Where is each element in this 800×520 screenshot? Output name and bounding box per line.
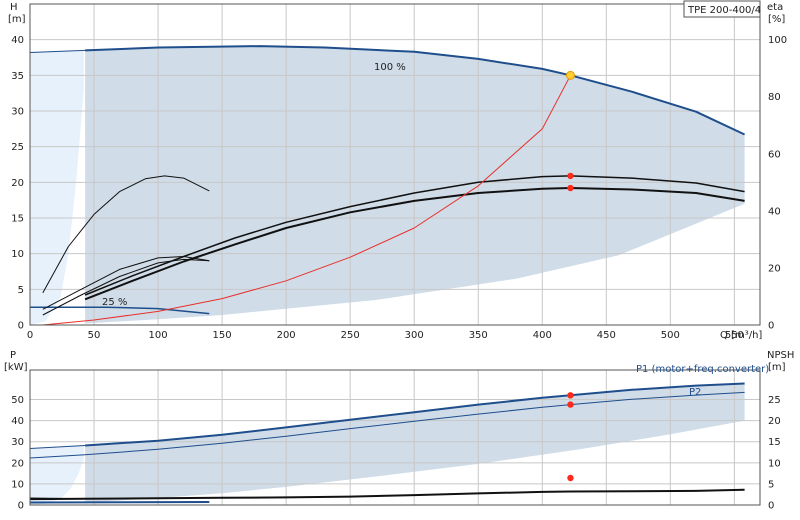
bottom-y2-axis-name: NPSH [767, 350, 794, 361]
curve-NPSH-left [29, 497, 86, 500]
y2-tick-label: 80 [768, 92, 781, 103]
y-tick-label: 20 [11, 178, 24, 189]
y-tick-label: 0 [18, 321, 24, 332]
bottom-plot-frame [29, 369, 761, 506]
curve-P2 [29, 391, 745, 459]
y-tick-label: 10 [11, 479, 24, 490]
model-label: TPE 200-400/4 [687, 5, 761, 16]
top-y-axis-unit: [m] [8, 14, 26, 25]
bottom-y-axis-name: P [10, 350, 16, 361]
annotation-100-percent: 100 % [374, 62, 406, 73]
curve-eta-small-c [42, 258, 210, 316]
y-tick-label: 40 [11, 416, 24, 427]
curve-P-low [29, 501, 210, 504]
duty-point [567, 392, 574, 399]
x-tick-label: 550 [725, 330, 744, 341]
operating-range-envelope [85, 383, 745, 503]
curve-NPSH [29, 488, 745, 501]
top-plot-frame [29, 3, 761, 326]
operating-range-envelope_light [30, 445, 84, 505]
duty-point [567, 184, 574, 192]
x-tick-label: 450 [597, 330, 616, 341]
x-tick-label: 250 [341, 330, 360, 341]
y-tick-label: 30 [11, 437, 24, 448]
bottom-y2-axis-unit: [m] [768, 362, 786, 373]
duty-point-main [565, 70, 575, 80]
duty-point [567, 401, 574, 408]
y2-tick-label: 20 [768, 263, 781, 274]
y-tick-label: 25 [11, 142, 24, 153]
curve-eta-small-a [42, 175, 210, 294]
x-tick-label: 150 [213, 330, 232, 341]
y2-tick-label: 100 [768, 35, 787, 46]
x-tick-label: 0 [27, 330, 33, 341]
x-tick-label: 300 [405, 330, 424, 341]
legend-p2: P2 [689, 387, 701, 398]
y-tick-label: 5 [18, 285, 24, 296]
y-tick-label: 0 [18, 501, 24, 512]
annotation-25-percent: 25 % [102, 297, 127, 308]
model-label-box: TPE 200-400/4 [683, 0, 761, 18]
y2-tick-label: 0 [768, 501, 774, 512]
y2-tick-label: 15 [768, 437, 781, 448]
curve-P1-left [29, 445, 86, 449]
y-tick-label: 20 [11, 458, 24, 469]
y2-tick-label: 25 [768, 395, 781, 406]
x-tick-label: 400 [533, 330, 552, 341]
duty-point [567, 474, 574, 482]
bottom-y-axis-unit: [kW] [4, 362, 28, 373]
y-tick-label: 30 [11, 107, 24, 118]
y-tick-label: 50 [11, 395, 24, 406]
top-y2-axis-unit: [%] [768, 14, 785, 25]
top-y-axis-name: H [10, 2, 18, 13]
x-axis-label: Q [m³/h] [720, 330, 762, 341]
x-tick-label: 50 [88, 330, 101, 341]
y2-tick-label: 40 [768, 206, 781, 217]
x-tick-label: 500 [661, 330, 680, 341]
y2-tick-label: 60 [768, 149, 781, 160]
legend-p1: P1 (motor+freq.converter) [636, 364, 769, 375]
top-y2-axis-name: eta [767, 2, 783, 13]
x-tick-label: 100 [149, 330, 168, 341]
operating-range-envelope [85, 46, 745, 324]
y2-tick-label: 0 [768, 321, 774, 332]
curve-P1 [85, 382, 745, 447]
y-tick-label: 15 [11, 214, 24, 225]
curve-head-left [29, 49, 86, 53]
curve-head-100 [85, 45, 746, 136]
y-tick-label: 10 [11, 249, 24, 260]
x-tick-label: 350 [469, 330, 488, 341]
operating-range-envelope_light [30, 51, 84, 325]
y2-tick-label: 5 [768, 479, 774, 490]
y2-tick-label: 20 [768, 416, 781, 427]
y-tick-label: 35 [11, 71, 24, 82]
curve-eta-lower [84, 187, 745, 301]
curve-system-curve [42, 75, 571, 326]
x-tick-label: 200 [277, 330, 296, 341]
y-tick-label: 40 [11, 35, 24, 46]
curve-eta-small-b [42, 256, 210, 310]
power-npsh-panel: 0 10 20 30 40 50 0 5 10 15 20 25 P [kW] NPSH [m] P1… [4, 350, 794, 512]
duty-point [567, 172, 574, 180]
curve-head-25 [30, 306, 210, 315]
y2-tick-label: 10 [768, 458, 781, 469]
